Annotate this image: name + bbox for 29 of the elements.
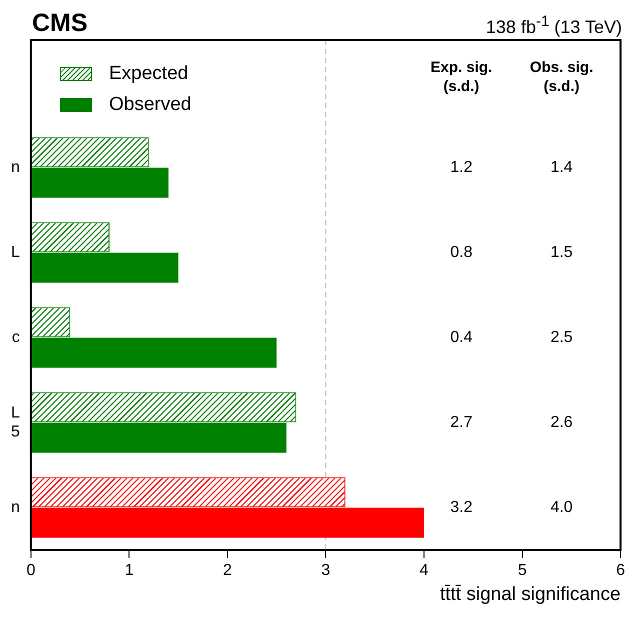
text: Exp. sig. (s.d.) bbox=[430, 59, 492, 96]
data-label: 0.4 bbox=[450, 328, 473, 346]
x-tick-label: 3 bbox=[321, 562, 330, 580]
data-label: 1.4 bbox=[550, 158, 573, 176]
data-label: 2.7 bbox=[450, 414, 473, 431]
data-label: 1.2 bbox=[450, 158, 473, 176]
x-tick-label: 0 bbox=[26, 562, 36, 580]
x-axis-title: tt̄tt̄ signal significance bbox=[440, 584, 621, 605]
chart-subtitle: 138 fb$^{-1}$ (13 TeV) bbox=[486, 13, 622, 38]
data-label: 4.0 bbox=[550, 498, 573, 516]
y-tick-label: L 5 bbox=[10, 404, 20, 441]
chart-title: CMS bbox=[32, 9, 88, 38]
data-label: 1.5 bbox=[550, 244, 573, 261]
x-tick-label: 2 bbox=[222, 562, 232, 580]
data-label: 3.2 bbox=[450, 498, 473, 516]
text: Obs. sig. (s.d.) bbox=[530, 59, 594, 96]
data-label: 2.5 bbox=[550, 328, 573, 346]
data-label: 2.6 bbox=[550, 414, 573, 431]
x-tick-label: 1 bbox=[124, 562, 134, 580]
x-tick-label: 6 bbox=[616, 562, 626, 580]
x-tick-label: 5 bbox=[518, 562, 527, 580]
y-tick-label: c bbox=[12, 328, 20, 346]
y-tick-label: n bbox=[10, 158, 20, 176]
y-tick-label: L bbox=[10, 244, 20, 261]
legend-label: Observed bbox=[109, 94, 192, 116]
data-label: 0.8 bbox=[450, 244, 473, 261]
y-tick-label: n bbox=[10, 498, 20, 516]
legend-label: Expected bbox=[109, 62, 188, 84]
x-tick-label: 4 bbox=[420, 562, 429, 580]
